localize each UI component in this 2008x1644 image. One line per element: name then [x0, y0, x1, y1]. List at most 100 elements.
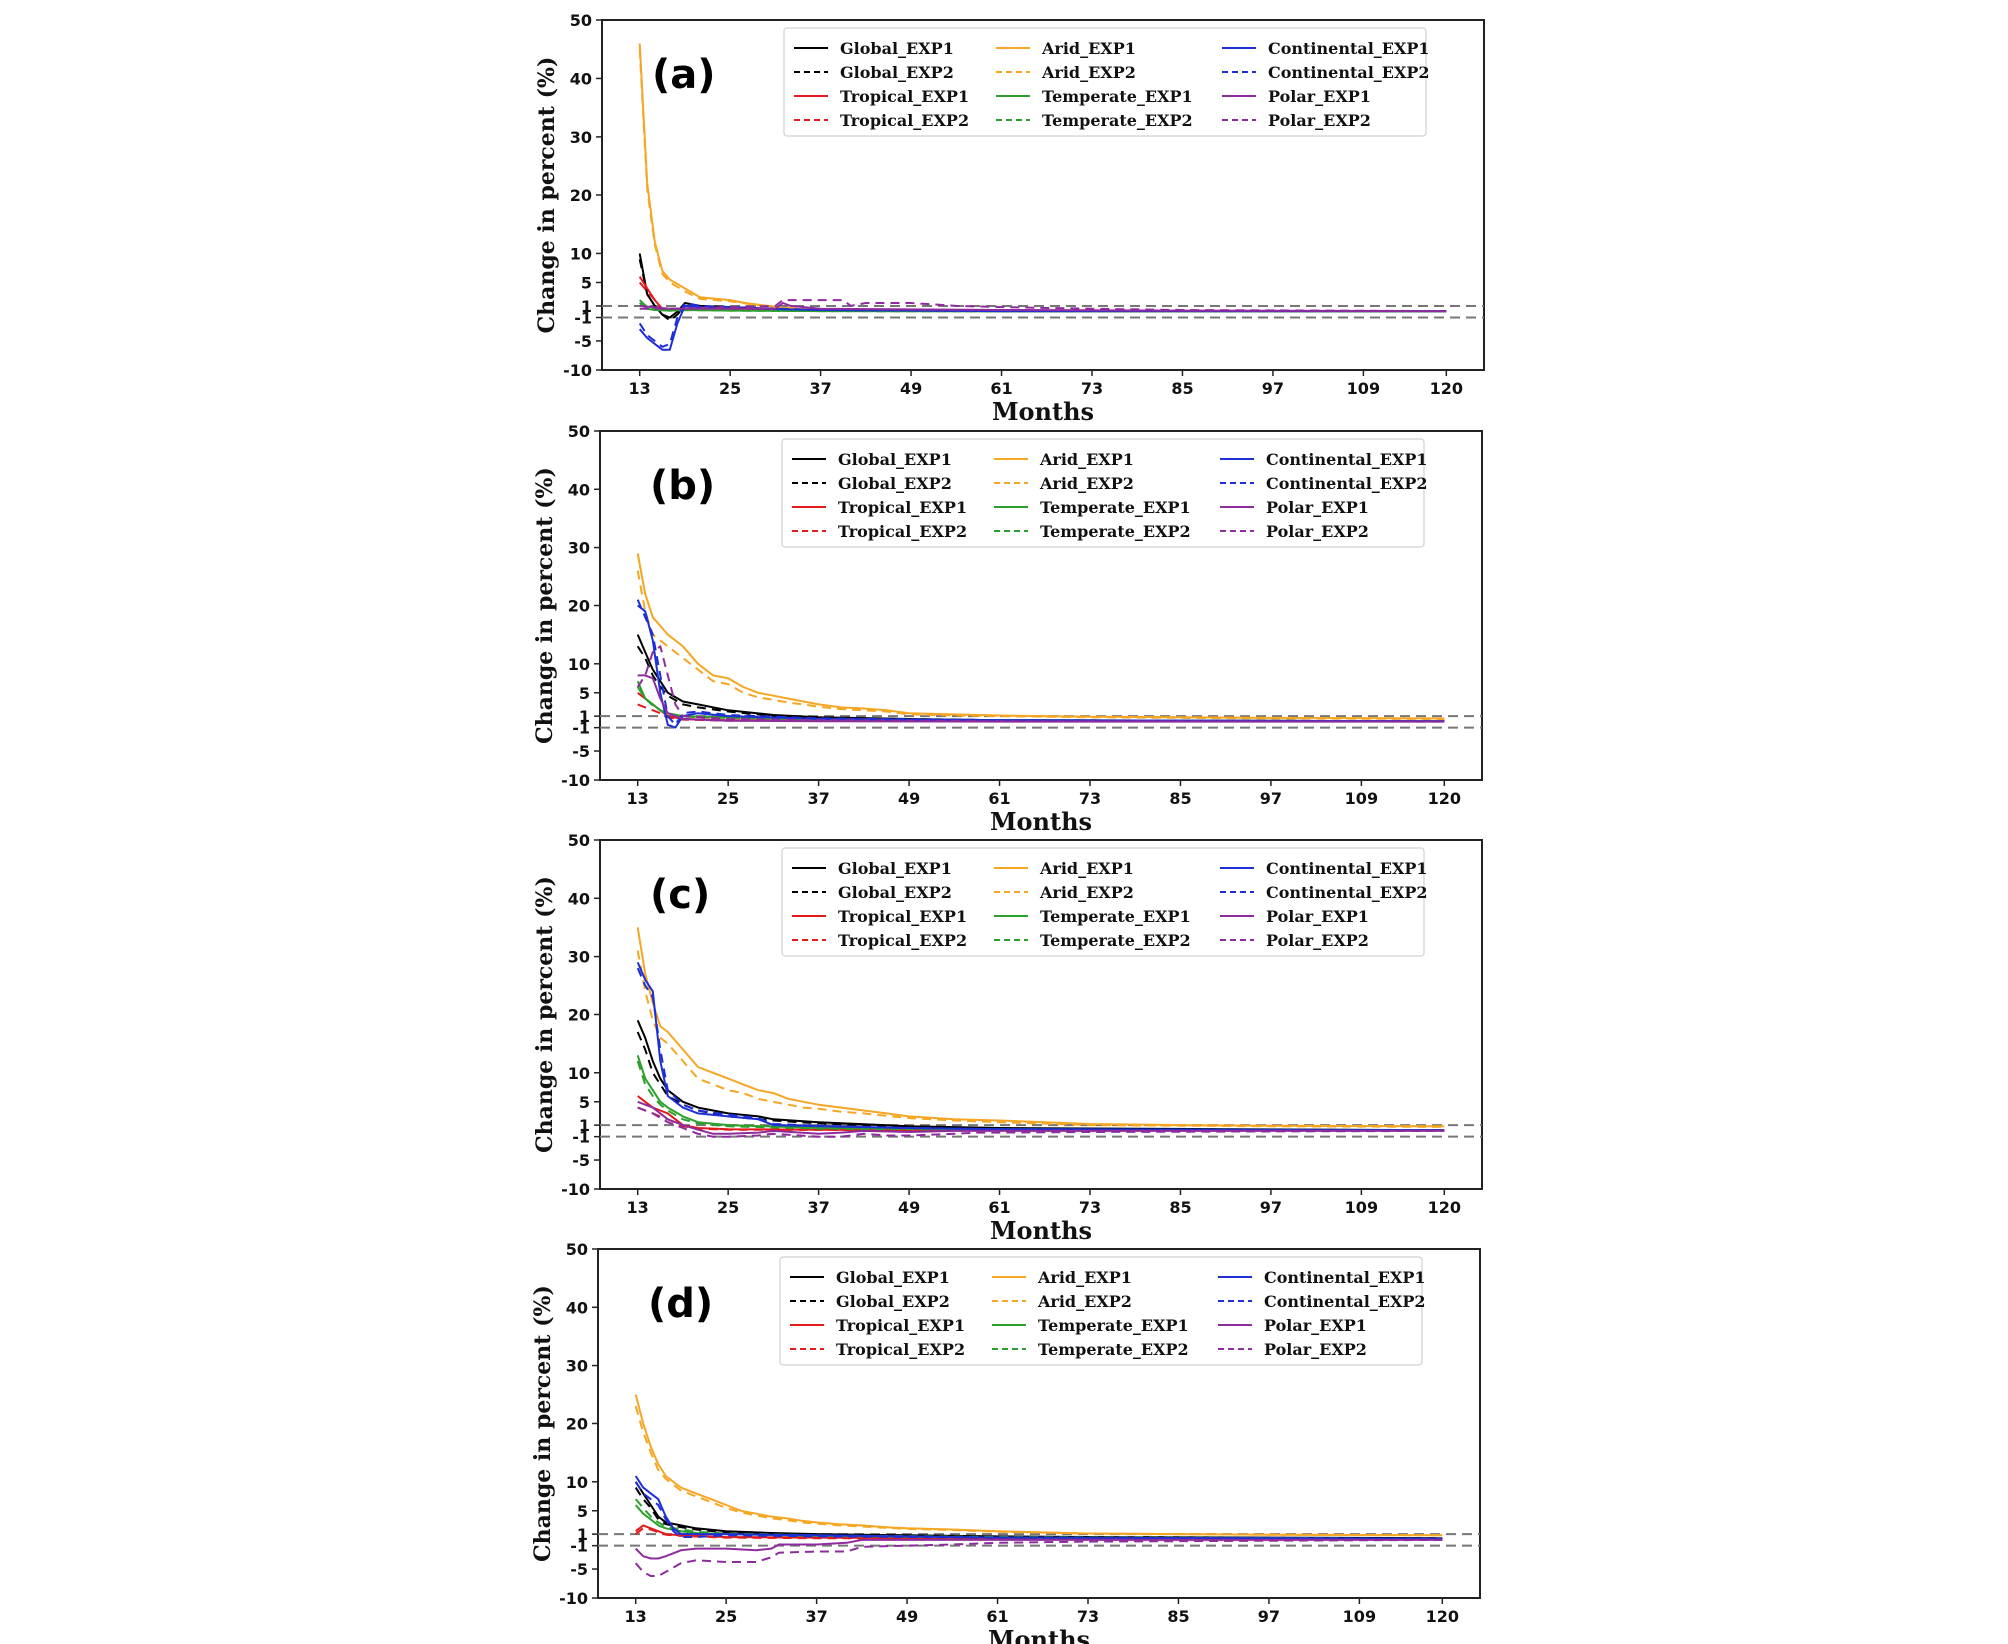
series-line-temperate-exp2 — [636, 1060, 1445, 1132]
y-tick-label: 20 — [568, 597, 590, 616]
legend-box — [779, 1256, 1423, 1366]
legend-entry: Polar_EXP1 — [1266, 498, 1369, 517]
legend-entry: Temperate_EXP1 — [1038, 1316, 1189, 1335]
legend-entry: Continental_EXP1 — [1268, 39, 1430, 58]
legend: Global_EXP1 Global_EXP2 Tropical_EXP1 Tropi… — [781, 847, 1428, 957]
y-tick-label: 1 — [577, 1525, 588, 1544]
series-line-arid-exp2 — [636, 950, 1445, 1128]
legend-entry: Global_EXP2 — [838, 883, 952, 902]
legend-entry: Global_EXP1 — [840, 39, 954, 58]
panel-label: (d) — [648, 1281, 713, 1327]
legend-entry: Global_EXP1 — [836, 1268, 950, 1287]
x-tick-label: 73 — [1079, 789, 1101, 808]
y-axis-label: Change in percent (%) — [532, 876, 558, 1153]
legend-entry: Temperate_EXP1 — [1040, 498, 1191, 517]
series-line-arid-exp2 — [634, 1405, 1443, 1537]
x-tick-label: 85 — [1167, 1607, 1189, 1626]
y-tick-label: -5 — [572, 1151, 590, 1170]
series-line-arid-exp2 — [636, 570, 1445, 720]
x-tick-label: 61 — [986, 1607, 1008, 1626]
legend-entry: Continental_EXP2 — [1266, 474, 1428, 493]
series-line-polar-exp2 — [636, 645, 1445, 723]
legend-entry: Temperate_EXP2 — [1042, 111, 1193, 130]
x-axis-label: Months — [990, 1216, 1092, 1245]
series-line-global-exp1 — [636, 634, 1445, 723]
x-tick-label: 120 — [1428, 1198, 1461, 1217]
panel-label: (a) — [652, 52, 716, 98]
chart-panel-3: 13 25 37 49 61 73 85 97 109 120 -10 -5 -11 5 10 20 30 40 5… — [532, 831, 1483, 1245]
series-line-continental-exp1 — [634, 1475, 1443, 1540]
x-tick-label: 13 — [627, 789, 649, 808]
y-axis-label: Change in percent (%) — [530, 1285, 556, 1562]
panel-label: (c) — [650, 872, 710, 918]
y-tick-label: -1 — [572, 719, 590, 738]
x-tick-label: 49 — [896, 1607, 918, 1626]
legend-entry: Tropical_EXP2 — [840, 111, 969, 130]
x-tick-label: 85 — [1171, 379, 1193, 398]
series-line-arid-exp1 — [634, 1394, 1443, 1537]
legend-entry: Arid_EXP1 — [1039, 450, 1134, 469]
y-tick-label: 5 — [579, 684, 590, 703]
y-tick-label: 10 — [568, 655, 590, 674]
y-tick-label: -5 — [572, 742, 590, 761]
x-tick-label: 49 — [900, 379, 922, 398]
series-line-continental-exp2 — [636, 599, 1445, 726]
legend-entry: Continental_EXP2 — [1266, 883, 1428, 902]
x-tick-label: 25 — [719, 379, 741, 398]
legend: Global_EXP1 Global_EXP2 Tropical_EXP1 Tropi… — [783, 27, 1430, 137]
y-tick-label: -10 — [561, 771, 590, 790]
legend-entry: Continental_EXP2 — [1268, 63, 1430, 82]
x-tick-label: 13 — [625, 1607, 647, 1626]
legend-entry: Arid_EXP1 — [1037, 1268, 1132, 1287]
y-tick-label: -10 — [559, 1589, 588, 1608]
legend-entry: Tropical_EXP1 — [840, 87, 969, 106]
x-tick-label: 25 — [717, 1198, 739, 1217]
series-line-continental-exp1 — [636, 962, 1445, 1132]
x-tick-label: 25 — [715, 1607, 737, 1626]
series-line-polar-exp1 — [639, 302, 1447, 313]
series-line-tropical-exp2 — [635, 1527, 1443, 1541]
legend-entry: Continental_EXP1 — [1266, 859, 1428, 878]
x-tick-label: 25 — [717, 789, 739, 808]
series-line-global-exp1 — [636, 1019, 1445, 1132]
series-group — [634, 1394, 1443, 1577]
legend-entry: Tropical_EXP1 — [838, 498, 967, 517]
y-tick-label: 50 — [570, 11, 592, 30]
series-line-polar-exp2 — [639, 299, 1447, 313]
series-line-temperate-exp2 — [634, 1498, 1443, 1540]
x-tick-label: 97 — [1260, 789, 1282, 808]
y-axis-label: Change in percent (%) — [534, 57, 560, 334]
legend-entry: Tropical_EXP1 — [838, 907, 967, 926]
y-tick-label: 40 — [570, 69, 592, 88]
y-tick-label: 30 — [568, 539, 590, 558]
y-tick-label: -5 — [570, 1560, 588, 1579]
x-tick-label: 37 — [805, 1607, 827, 1626]
legend-entry: Global_EXP1 — [838, 450, 952, 469]
series-group — [638, 43, 1447, 351]
series-line-continental-exp1 — [637, 604, 1445, 729]
panel-label: (b) — [650, 463, 715, 509]
series-line-continental-exp2 — [638, 302, 1447, 348]
chart-panel-4: 13 25 37 49 61 73 85 97 109 120 -10 -5 -11 5 10 20 30 40 5… — [530, 1240, 1481, 1644]
series-group — [636, 927, 1445, 1138]
x-tick-label: 49 — [898, 1198, 920, 1217]
legend-entry: Tropical_EXP2 — [836, 1340, 965, 1359]
y-tick-label: -10 — [561, 1180, 590, 1199]
y-tick-label: -10 — [563, 361, 592, 380]
chart-panel-2: 13 25 37 49 61 73 85 97 109 120 -10 -5 -11 5 10 20 30 40 5… — [532, 422, 1483, 836]
x-tick-label: 13 — [627, 1198, 649, 1217]
x-tick-label: 13 — [629, 379, 651, 398]
y-tick-label: 30 — [566, 1357, 588, 1376]
x-axis-label: Months — [988, 1625, 1090, 1644]
legend-entry: Global_EXP2 — [838, 474, 952, 493]
legend-entry: Global_EXP2 — [836, 1292, 950, 1311]
x-tick-label: 120 — [1428, 789, 1461, 808]
x-tick-label: 120 — [1426, 1607, 1459, 1626]
legend-entry: Polar_EXP2 — [1264, 1340, 1367, 1359]
legend-entry: Continental_EXP2 — [1264, 1292, 1426, 1311]
y-tick-label: 1 — [579, 1116, 590, 1135]
y-tick-label: -1 — [572, 1128, 590, 1147]
series-line-global-exp1 — [634, 1481, 1443, 1540]
y-tick-label: 50 — [568, 831, 590, 850]
